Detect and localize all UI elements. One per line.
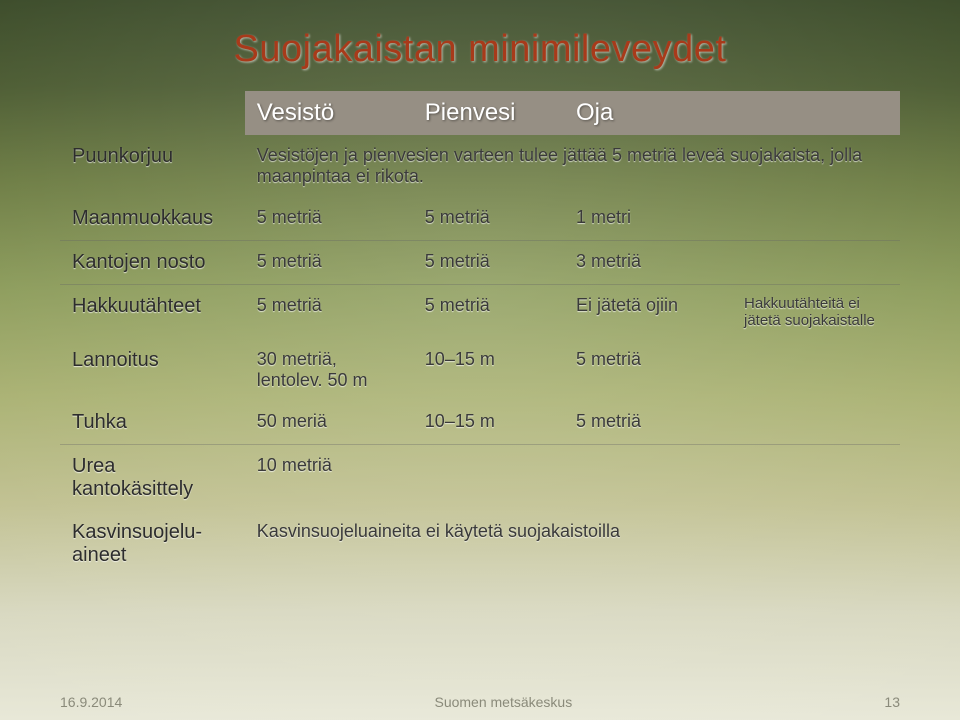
cell: 5 metriä (413, 241, 564, 285)
table-row: Lannoitus30 metriä, lentolev. 50 m10–15 … (60, 339, 900, 401)
col-header: Vesistö (245, 91, 413, 135)
row-label: Maanmuokkaus (60, 197, 245, 240)
row-label: Lannoitus (60, 339, 245, 401)
row-label: Urea kantokäsittely (60, 445, 245, 512)
row-span-text: Vesistöjen ja pienvesien varteen tulee j… (245, 135, 900, 197)
cell: 5 metriä (413, 285, 564, 340)
row-label: Hakkuutähteet (60, 285, 245, 340)
slide-footer: 16.9.2014 Suomen metsäkeskus 13 (60, 694, 900, 710)
cell: Ei jätetä ojiin (564, 285, 732, 340)
cell: 5 metriä (245, 241, 413, 285)
col-header: Oja (564, 91, 732, 135)
table-row: Urea kantokäsittely10 metriä (60, 445, 900, 512)
cell (413, 445, 564, 512)
buffer-table: VesistöPienvesiOja PuunkorjuuVesistöjen … (60, 91, 900, 577)
cell: 10–15 m (413, 339, 564, 401)
slide: Suojakaistan minimileveydet VesistöPienv… (0, 0, 960, 720)
cell: 10 metriä (245, 445, 413, 512)
table-row: Hakkuutähteet5 metriä5 metriäEi jätetä o… (60, 285, 900, 340)
cell (732, 197, 900, 240)
cell (732, 339, 900, 401)
cell: 5 metriä (245, 285, 413, 340)
cell: 5 metriä (564, 401, 732, 444)
cell: 5 metriä (564, 339, 732, 401)
col-header (60, 91, 245, 135)
cell: 3 metriä (564, 241, 732, 285)
footer-page: 13 (884, 694, 900, 710)
cell (732, 241, 900, 285)
table-row: Kasvinsuojelu-aineetKasvinsuojeluaineita… (60, 511, 900, 577)
footer-date: 16.9.2014 (60, 694, 122, 710)
cell: Hakkuutähteitä ei jätetä suojakaistalle (732, 285, 900, 340)
row-label: Kasvinsuojelu-aineet (60, 511, 245, 577)
footer-org: Suomen metsäkeskus (122, 694, 884, 710)
slide-title: Suojakaistan minimileveydet (60, 28, 900, 71)
table-row: PuunkorjuuVesistöjen ja pienvesien varte… (60, 135, 900, 197)
cell: 50 meriä (245, 401, 413, 444)
row-span-text: Kasvinsuojeluaineita ei käytetä suojakai… (245, 511, 900, 577)
cell (564, 445, 732, 512)
col-header: Pienvesi (413, 91, 564, 135)
cell: 5 metriä (245, 197, 413, 240)
cell: 5 metriä (413, 197, 564, 240)
table-row: Tuhka50 meriä10–15 m5 metriä (60, 401, 900, 444)
table-row: Kantojen nosto5 metriä5 metriä3 metriä (60, 241, 900, 285)
row-label: Puunkorjuu (60, 135, 245, 197)
row-label: Kantojen nosto (60, 241, 245, 285)
cell (732, 401, 900, 444)
col-header (732, 91, 900, 135)
table-header-row: VesistöPienvesiOja (60, 91, 900, 135)
cell: 1 metri (564, 197, 732, 240)
cell: 10–15 m (413, 401, 564, 444)
cell (732, 445, 900, 512)
cell: 30 metriä, lentolev. 50 m (245, 339, 413, 401)
row-label: Tuhka (60, 401, 245, 444)
table-row: Maanmuokkaus5 metriä5 metriä1 metri (60, 197, 900, 240)
